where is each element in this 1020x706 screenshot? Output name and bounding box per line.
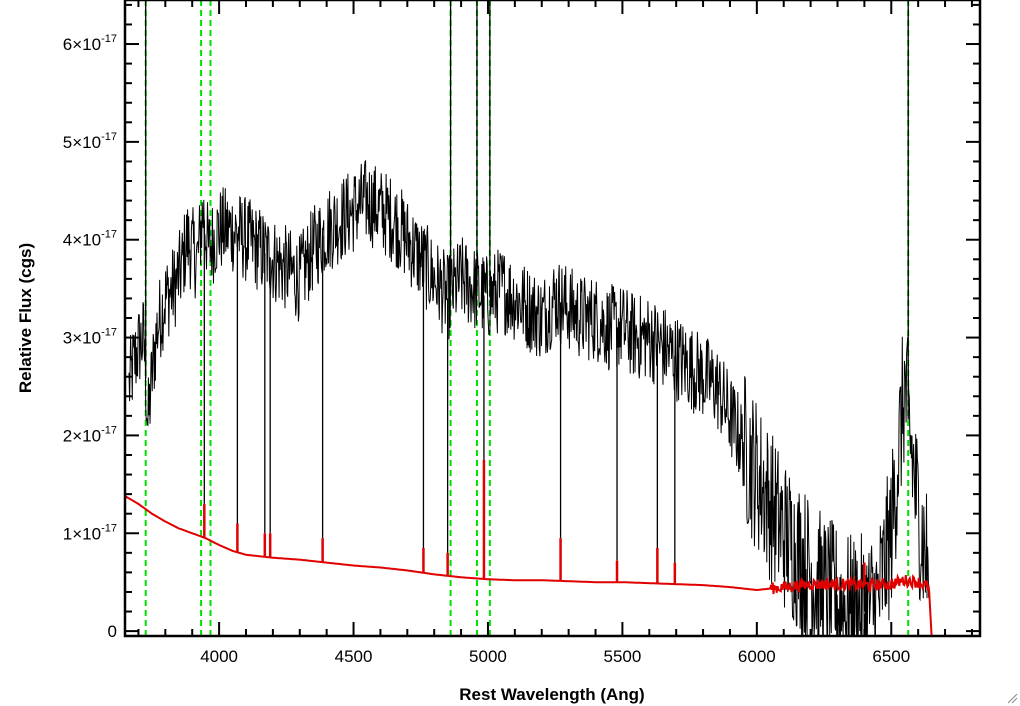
x-tick-label-1: 4500 xyxy=(335,647,373,666)
x-tick-label-5: 6500 xyxy=(872,647,910,666)
y-axis-title: Relative Flux (cgs) xyxy=(16,243,35,393)
x-tick-label-2: 5000 xyxy=(469,647,507,666)
observed-spectrum-line xyxy=(128,160,930,636)
y-tick-mantissa-6: 6×10 xyxy=(63,35,101,54)
y-tick-exponent-1: -17 xyxy=(101,522,117,534)
x-axis-title: Rest Wavelength (Ang) xyxy=(459,685,644,704)
y-tick-mantissa-4: 4×10 xyxy=(63,231,101,250)
y-tick-label-1: 1×10-17 xyxy=(63,522,117,543)
y-tick-label-4: 4×10-17 xyxy=(63,229,117,250)
model-continuum-line xyxy=(125,495,980,636)
x-tick-label-4: 6000 xyxy=(738,647,776,666)
x-tick-label-3: 5500 xyxy=(603,647,641,666)
y-tick-exponent-5: -17 xyxy=(101,131,117,143)
y-tick-exponent-6: -17 xyxy=(101,33,117,45)
y-tick-label-3: 3×10-17 xyxy=(63,327,117,348)
y-tick-mantissa-0: 0 xyxy=(108,622,117,641)
reference-lines xyxy=(144,0,910,636)
y-tick-exponent-4: -17 xyxy=(101,229,117,241)
y-tick-label-5: 5×10-17 xyxy=(63,131,117,152)
y-tick-label-6: 6×10-17 xyxy=(63,33,117,54)
y-tick-mantissa-2: 2×10 xyxy=(63,426,101,445)
series-layer xyxy=(125,0,980,636)
y-tick-mantissa-3: 3×10 xyxy=(63,329,101,348)
y-tick-exponent-3: -17 xyxy=(101,327,117,339)
y-tick-label-2: 2×10-17 xyxy=(63,424,117,445)
resize-grip-icon[interactable] xyxy=(1006,692,1018,704)
y-tick-mantissa-5: 5×10 xyxy=(63,133,101,152)
y-tick-label-0: 0 xyxy=(108,622,117,641)
y-tick-mantissa-1: 1×10 xyxy=(63,524,101,543)
x-tick-label-0: 4000 xyxy=(200,647,238,666)
y-tick-exponent-2: -17 xyxy=(101,424,117,436)
axes-layer: 4000 4500 5000 5500 6000 650001×10-172×10-173… xyxy=(63,0,982,666)
